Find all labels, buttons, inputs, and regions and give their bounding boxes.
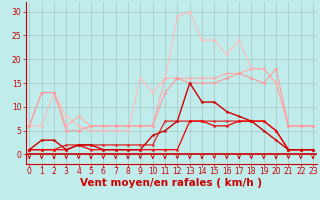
X-axis label: Vent moyen/en rafales ( km/h ): Vent moyen/en rafales ( km/h ) [80,178,262,188]
